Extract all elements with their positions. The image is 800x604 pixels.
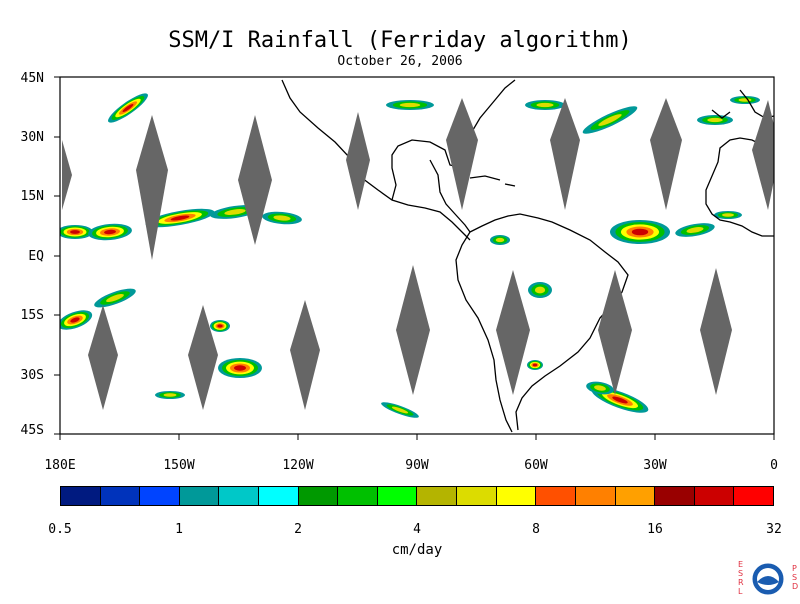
colorbar-swatch (655, 487, 695, 505)
colorbar-tick-4: 4 (413, 522, 421, 537)
lat-label-30s: 30S (20, 368, 44, 383)
lon-label-0: 0 (770, 458, 778, 473)
lon-label-30w: 30W (643, 458, 667, 473)
colorbar-swatch (496, 487, 537, 505)
colorbar-units: cm/day (391, 542, 443, 558)
colorbar-swatch (734, 487, 773, 505)
lon-label-120w: 120W (282, 458, 314, 473)
coastlines (139, 79, 774, 433)
lat-label-45s: 45S (20, 423, 44, 438)
colorbar-swatch (298, 487, 339, 505)
colorbar-tick-0-5: 0.5 (48, 522, 72, 537)
lat-label-45n: 45N (20, 71, 44, 86)
lon-label-180e: 180E (44, 458, 76, 473)
colorbar-swatch (219, 487, 260, 505)
map-ticks (54, 76, 775, 440)
map-title: SSM/I Rainfall (Ferriday algorithm) (168, 28, 632, 53)
colorbar-tick-2: 2 (294, 522, 302, 537)
colorbar-swatch (575, 487, 616, 505)
colorbar (60, 486, 774, 506)
colorbar-swatch (259, 487, 299, 505)
swath-gaps (62, 98, 774, 410)
colorbar-swatch (377, 487, 418, 505)
lon-label-150w: 150W (163, 458, 195, 473)
colorbar-tick-16: 16 (647, 522, 663, 537)
colorbar-swatch (694, 487, 735, 505)
colorbar-swatch (536, 487, 576, 505)
colorbar-tick-8: 8 (532, 522, 540, 537)
colorbar-swatch (179, 487, 220, 505)
colorbar-swatch (457, 487, 497, 505)
lon-label-90w: 90W (405, 458, 429, 473)
lat-label-15n: 15N (20, 189, 44, 204)
logo-badge-text: NOAA (761, 572, 776, 578)
map-date: October 26, 2006 (337, 54, 463, 69)
lon-label-60w: 60W (524, 458, 548, 473)
lat-label-15s: 15S (20, 308, 44, 323)
colorbar-swatch (140, 487, 180, 505)
colorbar-swatch (100, 487, 141, 505)
colorbar-swatch (615, 487, 656, 505)
colorbar-swatch (417, 487, 458, 505)
colorbar-tick-32: 32 (766, 522, 782, 537)
colorbar-tick-1: 1 (175, 522, 183, 537)
lat-label-30n: 30N (20, 130, 44, 145)
colorbar-swatch (338, 487, 378, 505)
colorbar-swatch (61, 487, 101, 505)
lat-label-eq: EQ (28, 249, 44, 264)
